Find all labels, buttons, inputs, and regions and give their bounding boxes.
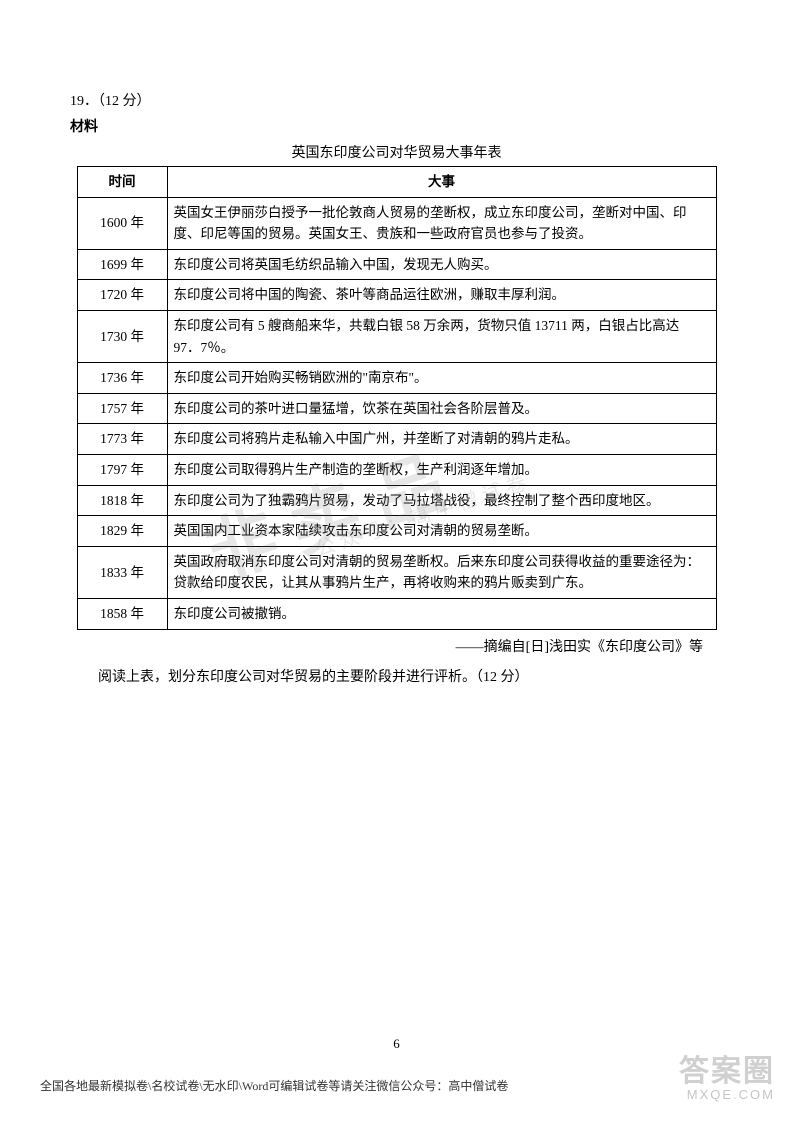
cell-time: 1730 年 [77,310,167,362]
table-row: 1699 年东印度公司将英国毛纺织品输入中国，发现无人购买。 [77,249,716,280]
corner-logo: 答案圈 MXQE.COM [679,1057,775,1102]
table-row: 1757 年东印度公司的茶叶进口量猛增，饮茶在英国社会各阶层普及。 [77,393,716,424]
cell-event: 东印度公司的茶叶进口量猛增，饮茶在英国社会各阶层普及。 [167,393,716,424]
corner-logo-url: MXQE.COM [679,1087,775,1102]
cell-event: 东印度公司将鸦片走私输入中国广州，并垄断了对清朝的鸦片走私。 [167,424,716,455]
cell-time: 1797 年 [77,454,167,485]
table-row: 1730 年东印度公司有 5 艘商船来华，共载白银 58 万余两，货物只值 13… [77,310,716,362]
cell-event: 东印度公司将英国毛纺织品输入中国，发现无人购买。 [167,249,716,280]
cell-time: 1600 年 [77,197,167,249]
cell-time: 1833 年 [77,546,167,598]
events-table: 时间 大事 1600 年英国女王伊丽莎白授予一批伦敦商人贸易的垄断权，成立东印度… [77,166,717,630]
cell-time: 1829 年 [77,516,167,547]
cell-time: 1736 年 [77,363,167,394]
cell-event: 东印度公司取得鸦片生产制造的垄断权，生产利润逐年增加。 [167,454,716,485]
question-instruction: 阅读上表，划分东印度公司对华贸易的主要阶段并进行评析。（12 分） [70,666,723,686]
question-number: 19．（12 分） [70,90,723,110]
table-row: 1829 年英国国内工业资本家陆续攻击东印度公司对清朝的贸易垄断。 [77,516,716,547]
source-citation: ——摘编自[日]浅田实《东印度公司》等 [70,636,723,656]
cell-event: 英国女王伊丽莎白授予一批伦敦商人贸易的垄断权，成立东印度公司，垄断对中国、印度、… [167,197,716,249]
cell-time: 1773 年 [77,424,167,455]
cell-event: 英国国内工业资本家陆续攻击东印度公司对清朝的贸易垄断。 [167,516,716,547]
header-time: 时间 [77,167,167,198]
cell-time: 1720 年 [77,280,167,311]
corner-logo-text: 答案圈 [679,1057,775,1087]
table-row: 1773 年东印度公司将鸦片走私输入中国广州，并垄断了对清朝的鸦片走私。 [77,424,716,455]
header-event: 大事 [167,167,716,198]
cell-time: 1858 年 [77,598,167,629]
cell-event: 英国政府取消东印度公司对清朝的贸易垄断权。后来东印度公司获得收益的重要途径为：贷… [167,546,716,598]
table-row: 1736 年东印度公司开始购买畅销欧洲的"南京布"。 [77,363,716,394]
table-row: 1858 年东印度公司被撤销。 [77,598,716,629]
cell-event: 东印度公司开始购买畅销欧洲的"南京布"。 [167,363,716,394]
table-row: 1797 年东印度公司取得鸦片生产制造的垄断权，生产利润逐年增加。 [77,454,716,485]
cell-event: 东印度公司被撤销。 [167,598,716,629]
page-number: 6 [0,1036,793,1052]
cell-event: 东印度公司将中国的陶瓷、茶叶等商品运往欧洲，赚取丰厚利润。 [167,280,716,311]
cell-event: 东印度公司有 5 艘商船来华，共载白银 58 万余两，货物只值 13711 两，… [167,310,716,362]
table-title: 英国东印度公司对华贸易大事年表 [70,142,723,162]
material-label: 材料 [70,116,723,136]
table-row: 1600 年英国女王伊丽莎白授予一批伦敦商人贸易的垄断权，成立东印度公司，垄断对… [77,197,716,249]
footer-note: 全国各地最新模拟卷\名校试卷\无水印\Word可编辑试卷等请关注微信公众号：高中… [40,1077,508,1094]
cell-time: 1757 年 [77,393,167,424]
table-row: 1720 年东印度公司将中国的陶瓷、茶叶等商品运往欧洲，赚取丰厚利润。 [77,280,716,311]
cell-time: 1818 年 [77,485,167,516]
cell-time: 1699 年 [77,249,167,280]
cell-event: 东印度公司为了独霸鸦片贸易，发动了马拉塔战役，最终控制了整个西印度地区。 [167,485,716,516]
table-row: 1818 年东印度公司为了独霸鸦片贸易，发动了马拉塔战役，最终控制了整个西印度地… [77,485,716,516]
table-row: 1833 年英国政府取消东印度公司对清朝的贸易垄断权。后来东印度公司获得收益的重… [77,546,716,598]
